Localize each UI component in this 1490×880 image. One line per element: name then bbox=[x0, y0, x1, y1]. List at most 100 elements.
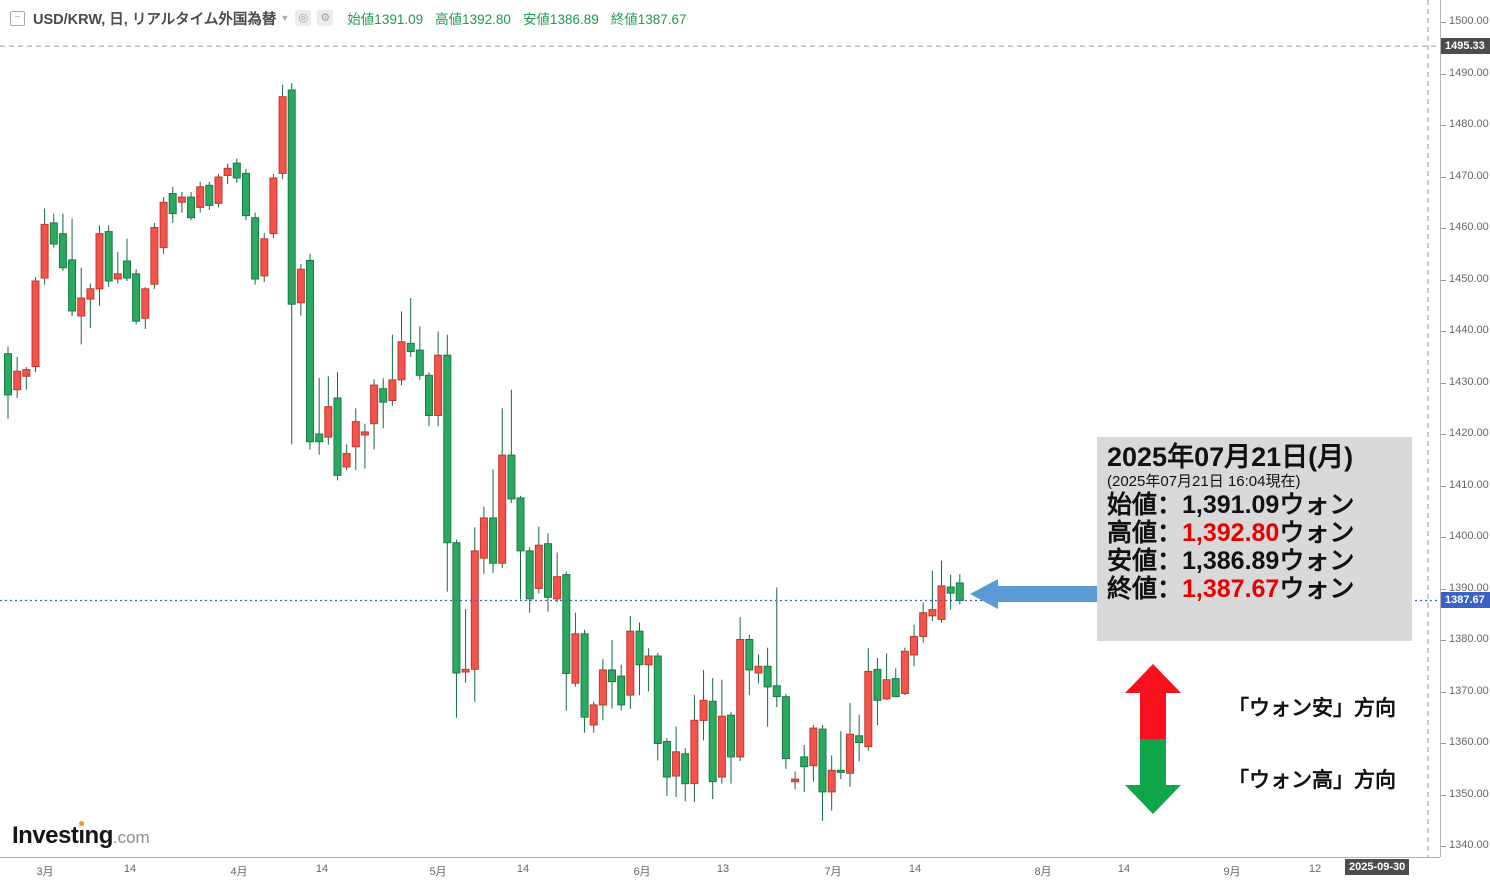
candle-body[interactable] bbox=[653, 655, 662, 744]
candle-body[interactable] bbox=[351, 421, 360, 448]
candle-body[interactable] bbox=[754, 665, 763, 674]
candle-body[interactable] bbox=[617, 675, 626, 706]
candle-body[interactable] bbox=[68, 259, 77, 312]
candle-body[interactable] bbox=[891, 678, 900, 698]
candle-body[interactable] bbox=[333, 397, 342, 476]
candle-body[interactable] bbox=[727, 714, 735, 758]
candle-body[interactable] bbox=[864, 670, 873, 748]
candle-body[interactable] bbox=[360, 431, 369, 436]
time-axis[interactable]: 3月 14 4月 14 5月 14 6月 13 7月 14 8月 14 9月 12 bbox=[0, 857, 1440, 880]
candle-body[interactable] bbox=[809, 727, 818, 767]
candle-body[interactable] bbox=[370, 384, 379, 425]
candle-body[interactable] bbox=[113, 273, 122, 280]
price-axis[interactable]: 1500.00 1490.00 1480.00 1470.00 1460.00 1450.… bbox=[1440, 0, 1490, 857]
candle-body[interactable] bbox=[516, 497, 525, 552]
candle-body[interactable] bbox=[846, 733, 854, 774]
candle-body[interactable] bbox=[77, 297, 86, 317]
candle-body[interactable] bbox=[791, 778, 800, 783]
candle-body[interactable] bbox=[296, 268, 305, 304]
candle-body[interactable] bbox=[434, 354, 443, 417]
candle-body[interactable] bbox=[763, 665, 772, 688]
candle-body[interactable] bbox=[196, 186, 205, 208]
candle-body[interactable] bbox=[681, 753, 690, 785]
candle-body[interactable] bbox=[928, 609, 937, 617]
candle-body[interactable] bbox=[13, 370, 22, 391]
candle-body[interactable] bbox=[95, 233, 104, 290]
candle-body[interactable] bbox=[708, 700, 717, 783]
candle-body[interactable] bbox=[772, 685, 781, 698]
candle-body[interactable] bbox=[626, 630, 635, 696]
candle-body[interactable] bbox=[672, 751, 681, 777]
candle-body[interactable] bbox=[452, 542, 461, 674]
collapse-icon[interactable]: − bbox=[10, 10, 25, 26]
candle-body[interactable] bbox=[40, 223, 49, 279]
candle-body[interactable] bbox=[717, 715, 726, 778]
candle-body[interactable] bbox=[443, 354, 452, 544]
candle-body[interactable] bbox=[836, 769, 845, 773]
candle-body[interactable] bbox=[580, 633, 589, 718]
candle-body[interactable] bbox=[49, 222, 58, 245]
candle-body[interactable] bbox=[745, 639, 754, 671]
candle-body[interactable] bbox=[919, 612, 928, 637]
investing-logo[interactable]: Investıng.com bbox=[12, 822, 150, 849]
candle-body[interactable] bbox=[342, 453, 351, 468]
candle-body[interactable] bbox=[910, 635, 918, 656]
candle-body[interactable] bbox=[690, 719, 699, 785]
candle-body[interactable] bbox=[388, 379, 397, 401]
candle-body[interactable] bbox=[425, 374, 433, 416]
candle-body[interactable] bbox=[553, 576, 562, 600]
candle-body[interactable] bbox=[900, 650, 909, 694]
candle-body[interactable] bbox=[699, 699, 708, 721]
candle-body[interactable] bbox=[882, 679, 891, 700]
candle-body[interactable] bbox=[379, 388, 388, 403]
candle-body[interactable] bbox=[507, 454, 516, 500]
candle-body[interactable] bbox=[525, 550, 534, 600]
candle-body[interactable] bbox=[132, 273, 141, 322]
candle-body[interactable] bbox=[177, 196, 186, 203]
candle-body[interactable] bbox=[406, 342, 415, 353]
candle-body[interactable] bbox=[22, 369, 31, 377]
candle-body[interactable] bbox=[232, 162, 241, 179]
candle-body[interactable] bbox=[397, 341, 406, 381]
candle-body[interactable] bbox=[571, 633, 580, 684]
candle-body[interactable] bbox=[324, 406, 333, 438]
candle-body[interactable] bbox=[873, 668, 882, 701]
candle-body[interactable] bbox=[946, 586, 955, 594]
candle-body[interactable] bbox=[470, 550, 479, 670]
candle-body[interactable] bbox=[635, 630, 644, 666]
candle-body[interactable] bbox=[123, 260, 131, 279]
candle-body[interactable] bbox=[479, 517, 488, 559]
candle-body[interactable] bbox=[187, 196, 195, 219]
candle-body[interactable] bbox=[150, 227, 159, 285]
candle-body[interactable] bbox=[31, 280, 40, 367]
settings-gear-icon[interactable]: ⚙ bbox=[317, 10, 334, 26]
candle-body[interactable] bbox=[141, 288, 150, 319]
candle-body[interactable] bbox=[955, 582, 964, 602]
candle-body[interactable] bbox=[589, 704, 598, 726]
candle-body[interactable] bbox=[214, 176, 223, 204]
candle-body[interactable] bbox=[562, 574, 571, 674]
candle-body[interactable] bbox=[104, 231, 113, 282]
candle-body[interactable] bbox=[534, 544, 543, 590]
candle-body[interactable] bbox=[306, 259, 314, 443]
candle-body[interactable] bbox=[855, 735, 864, 743]
candle-body[interactable] bbox=[608, 669, 616, 683]
candle-body[interactable] bbox=[598, 669, 607, 706]
candle-body[interactable] bbox=[278, 96, 287, 174]
candle-body[interactable] bbox=[662, 741, 671, 778]
candle-body[interactable] bbox=[498, 454, 507, 564]
indicator-icon[interactable]: ◎ bbox=[295, 10, 312, 26]
candle-body[interactable] bbox=[223, 167, 232, 177]
candle-body[interactable] bbox=[818, 728, 827, 793]
candle-body[interactable] bbox=[937, 585, 946, 620]
candle-body[interactable] bbox=[287, 89, 296, 305]
candle-body[interactable] bbox=[489, 517, 498, 564]
candle-body[interactable] bbox=[644, 655, 653, 666]
candle-body[interactable] bbox=[58, 233, 67, 269]
candle-body[interactable] bbox=[260, 238, 269, 277]
candle-body[interactable] bbox=[205, 184, 214, 206]
candle-body[interactable] bbox=[4, 353, 12, 396]
candle-body[interactable] bbox=[242, 172, 250, 217]
chevron-down-icon[interactable]: ▼ bbox=[280, 13, 290, 23]
